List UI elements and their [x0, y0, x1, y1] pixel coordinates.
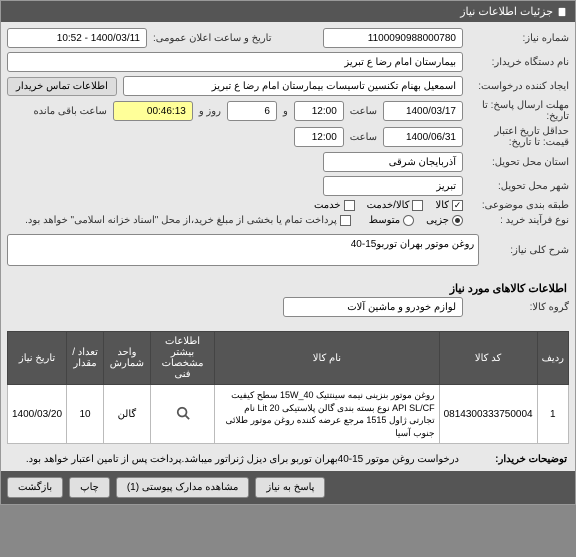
cell-name: روغن موتور بنزینی نیمه سینتتیک 40_15W سط… — [215, 385, 439, 444]
validity-label: حداقل تاریخ اعتبار قیمت: تا تاریخ: — [469, 126, 569, 148]
reply-label: پاسخ به نیاز — [266, 482, 314, 493]
check-service-label: خدمت — [314, 200, 341, 211]
process-label: نوع فرآیند خرید : — [469, 215, 569, 226]
checkbox-icon — [340, 215, 351, 226]
cell-date: 1400/03/20 — [8, 385, 67, 444]
print-label: چاپ — [80, 482, 99, 493]
city-field: تبریز — [323, 176, 463, 196]
buyer-desc-label: توضیحات خریدار: — [467, 454, 567, 465]
print-button[interactable]: چاپ — [69, 477, 110, 498]
attachments-button[interactable]: مشاهده مدارک پیوستی (1) — [116, 477, 250, 498]
cell-code: 0814300333750004 — [439, 385, 537, 444]
days-field: 6 — [227, 101, 277, 121]
table-row: 1 0814300333750004 روغن موتور بنزینی نیم… — [8, 385, 569, 444]
reply-button[interactable]: پاسخ به نیاز — [255, 477, 325, 498]
radio-icon — [403, 215, 414, 226]
th-name: نام کالا — [215, 332, 439, 385]
process-radios: جزیی متوسط — [369, 215, 463, 226]
need-number-field: 1100090988000780 — [323, 28, 463, 48]
announce-field: 1400/03/11 - 10:52 — [7, 28, 147, 48]
form-section: شماره نیاز: 1100090988000780 تاریخ و ساع… — [1, 22, 575, 276]
items-table-wrap: ردیف کد کالا نام کالا اطلاعات بیشتر مشخص… — [1, 327, 575, 448]
check-goods-service-label: کالا/خدمت — [367, 200, 410, 211]
creator-field: اسمعیل بهنام تکنسین تاسیسات بیمارستان ام… — [123, 76, 463, 96]
partial-pay-label: پرداخت تمام یا بخشی از مبلغ خرید،از محل … — [25, 215, 337, 226]
th-unit: واحد شمارش — [104, 332, 151, 385]
partial-pay-check[interactable]: پرداخت تمام یا بخشی از مبلغ خرید،از محل … — [25, 215, 351, 226]
th-qty: تعداد / مقدار — [67, 332, 104, 385]
creator-label: ایجاد کننده درخواست: — [469, 81, 569, 92]
province-field: آذربایجان شرقی — [323, 152, 463, 172]
items-section-label: اطلاعات کالاهای مورد نیاز — [1, 276, 575, 297]
th-code: کد کالا — [439, 332, 537, 385]
announce-label: تاریخ و ساعت اعلان عمومی: — [153, 33, 272, 44]
back-button[interactable]: بازگشت — [7, 477, 63, 498]
checkbox-icon — [412, 200, 423, 211]
attach-label: مشاهده مدارک پیوستی (1) — [127, 482, 239, 493]
radio-medium-label: متوسط — [369, 215, 400, 226]
deadline-time-field: 12:00 — [294, 101, 344, 121]
validity-time-field: 12:00 — [294, 127, 344, 147]
th-date: تاریخ نیاز — [8, 332, 67, 385]
subject-field: روغن موتور بهران توربو15-40 — [7, 234, 479, 266]
radio-medium[interactable]: متوسط — [369, 215, 414, 226]
checkbox-icon — [344, 200, 355, 211]
check-goods[interactable]: کالا — [435, 200, 463, 211]
buyer-name-field: بیمارستان امام رضا ع تبریز — [7, 52, 463, 72]
cell-unit: گالن — [104, 385, 151, 444]
group-label: گروه کالا: — [469, 302, 569, 313]
panel-title: جزئیات اطلاعات نیاز — [460, 5, 553, 18]
radio-small-label: جزیی — [426, 215, 449, 226]
group-field: لوازم خودرو و ماشین آلات — [283, 297, 463, 317]
buyer-desc-row: توضیحات خریدار: درخواست روغن موتور 15-40… — [1, 448, 575, 471]
validity-date-field: 1400/06/31 — [383, 127, 463, 147]
radio-icon — [452, 215, 463, 226]
city-label: شهر محل تحویل: — [469, 181, 569, 192]
remain-label: ساعت باقی مانده — [33, 106, 106, 117]
th-tech: اطلاعات بیشتر مشخصات فنی — [150, 332, 214, 385]
budget-label: طبقه بندی موضوعی: — [469, 200, 569, 211]
day-label: روز و — [199, 106, 221, 117]
details-panel: جزئیات اطلاعات نیاز شماره نیاز: 11000909… — [0, 0, 576, 505]
and-label: و — [283, 106, 288, 117]
subject-label: شرح کلی نیاز: — [485, 245, 569, 256]
panel-header: جزئیات اطلاعات نیاز — [1, 1, 575, 22]
th-row: ردیف — [537, 332, 568, 385]
province-label: استان محل تحویل: — [469, 157, 569, 168]
time-label-2: ساعت — [350, 132, 377, 143]
contact-info-button[interactable]: اطلاعات تماس خریدار — [7, 77, 117, 96]
check-goods-service[interactable]: کالا/خدمت — [367, 200, 424, 211]
buyer-desc-content: درخواست روغن موتور 15-40بهران توربو برای… — [9, 454, 459, 465]
back-label: بازگشت — [18, 482, 52, 493]
cell-idx: 1 — [537, 385, 568, 444]
checkbox-icon — [452, 200, 463, 211]
radio-small[interactable]: جزیی — [426, 215, 463, 226]
check-goods-label: کالا — [435, 200, 449, 211]
search-icon — [176, 406, 190, 420]
need-number-label: شماره نیاز: — [469, 33, 569, 44]
deadline-date-field: 1400/03/17 — [383, 101, 463, 121]
check-service[interactable]: خدمت — [314, 200, 355, 211]
doc-icon — [557, 7, 567, 17]
footer-bar: پاسخ به نیاز مشاهده مدارک پیوستی (1) چاپ… — [1, 471, 575, 504]
time-label-1: ساعت — [350, 106, 377, 117]
budget-checks: کالا کالا/خدمت خدمت — [314, 200, 463, 211]
items-table: ردیف کد کالا نام کالا اطلاعات بیشتر مشخص… — [7, 331, 569, 444]
cell-qty: 10 — [67, 385, 104, 444]
cell-tech[interactable] — [150, 385, 214, 444]
buyer-name-label: نام دستگاه خریدار: — [469, 57, 569, 68]
remaining-field: 00:46:13 — [113, 101, 193, 121]
deadline-label: مهلت ارسال پاسخ: تا تاریخ: — [469, 100, 569, 122]
